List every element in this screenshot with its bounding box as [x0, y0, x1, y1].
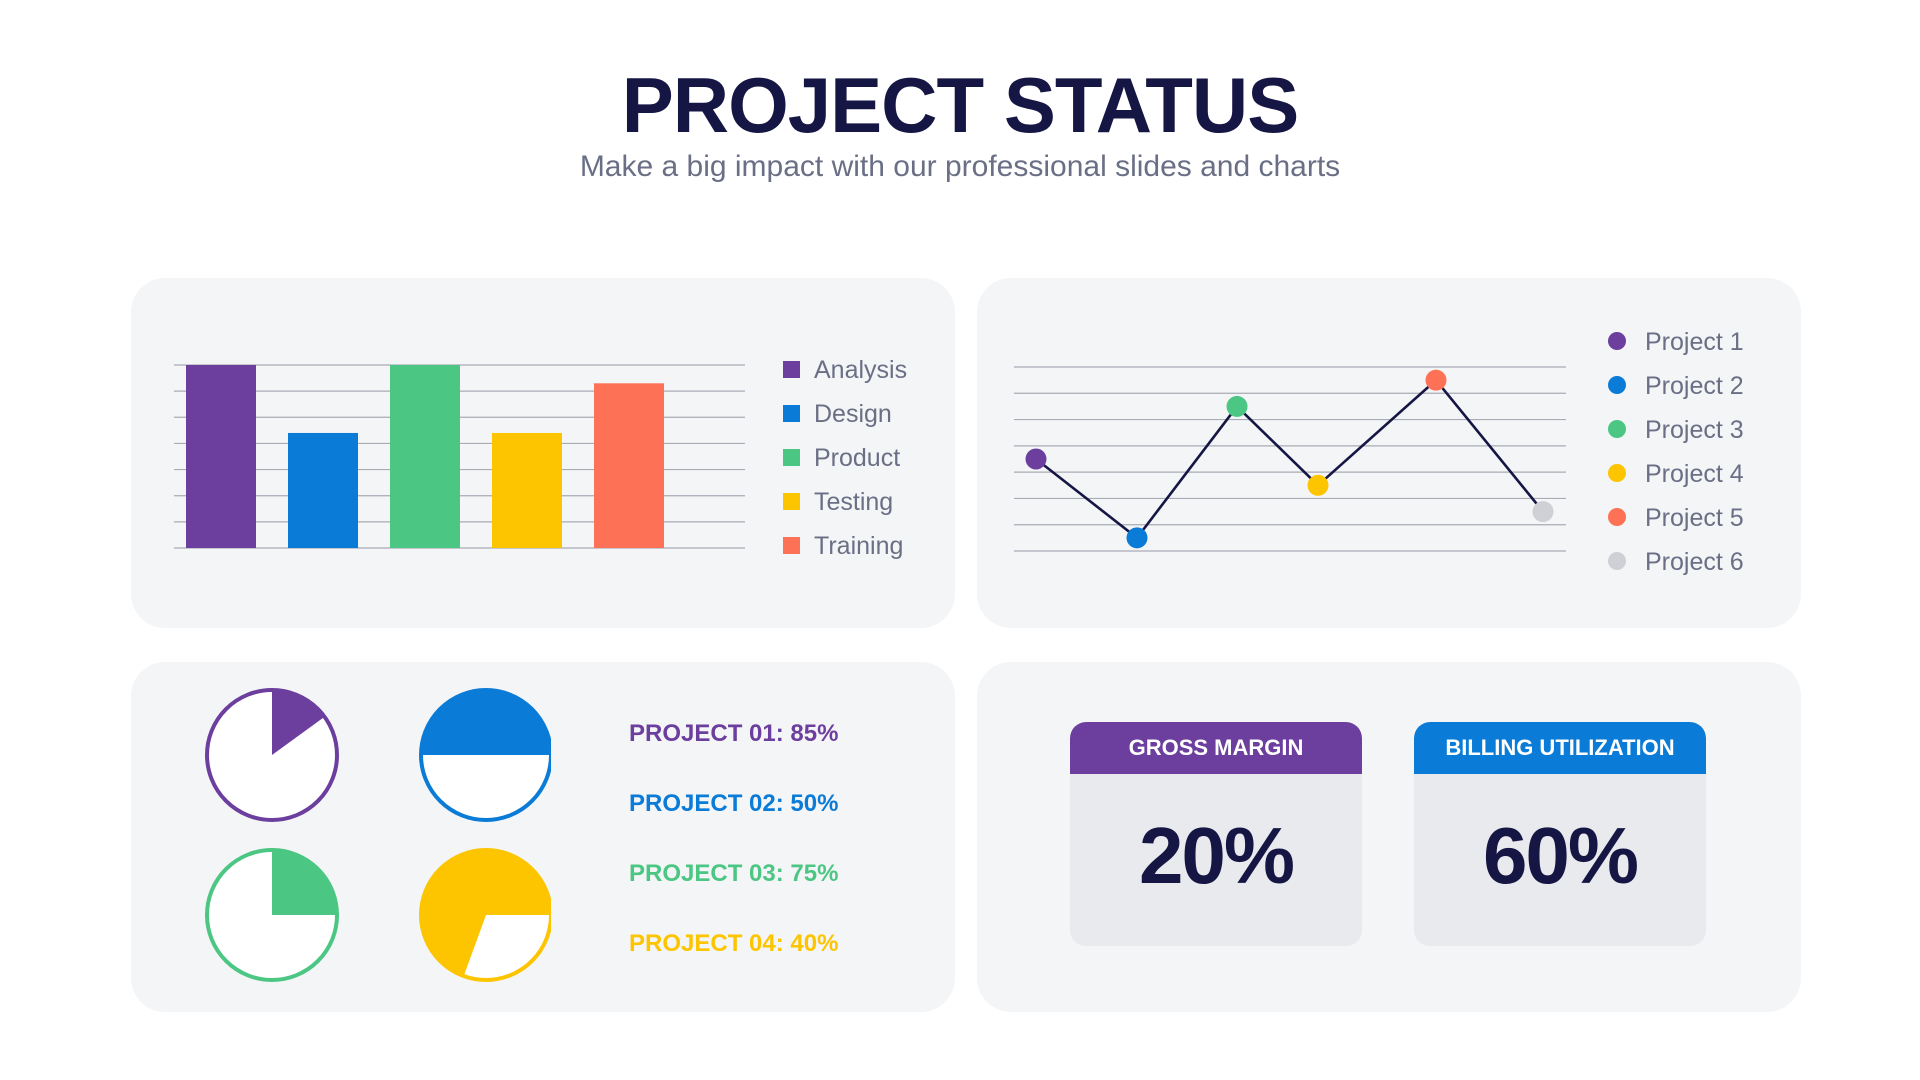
- point-project-3: [1226, 395, 1248, 417]
- point-project-6: [1532, 501, 1554, 523]
- legend-swatch-training: [783, 537, 800, 554]
- billing-utilization-value: 60%: [1482, 811, 1639, 900]
- legend-label-design: Design: [814, 400, 892, 428]
- legend-label-analysis: Analysis: [814, 356, 907, 384]
- legend-label-project-1: Project 1: [1645, 328, 1744, 356]
- line-chart: Project 1 Project 2 Project 3 Project 4 Proj…: [1014, 328, 1744, 576]
- legend-label-project-4: Project 4: [1645, 460, 1744, 488]
- legend-dot-project-5: [1608, 508, 1626, 526]
- pie-project-01-slice: [272, 690, 325, 755]
- legend-dot-project-4: [1608, 464, 1626, 482]
- bar-chart-panel: Analysis Design Product Testing Training: [131, 278, 955, 628]
- legend-label-product: Product: [814, 444, 900, 472]
- legend-swatch-design: [783, 405, 800, 422]
- legend-dot-project-3: [1608, 420, 1626, 438]
- legend-label-project-3: Project 3: [1645, 416, 1744, 444]
- legend-swatch-testing: [783, 493, 800, 510]
- legend-label-project-5: Project 5: [1645, 504, 1744, 532]
- bar-training: [594, 383, 664, 548]
- gross-margin-card: GROSS MARGIN 20%: [1070, 722, 1362, 946]
- legend-label-project-6: Project 6: [1645, 548, 1744, 576]
- bar-testing: [492, 432, 562, 548]
- legend-dot-project-2: [1608, 376, 1626, 394]
- kpi-panel: GROSS MARGIN 20% BILLING UTILIZATION 60%: [977, 662, 1801, 1012]
- billing-utilization-label: BILLING UTILIZATION: [1414, 722, 1706, 774]
- pie-label-project-03: PROJECT 03: 75%: [629, 860, 839, 887]
- billing-utilization-card: BILLING UTILIZATION 60%: [1414, 722, 1706, 946]
- pie-project-03-slice: [272, 850, 337, 915]
- page-title: PROJECT STATUS: [621, 61, 1300, 149]
- pie-label-project-04: PROJECT 04: 40%: [629, 930, 839, 957]
- legend-label-testing: Testing: [814, 488, 893, 516]
- pie-labels: PROJECT 01: 85% PROJECT 02: 50% PROJECT …: [629, 714, 838, 994]
- legend-dot-project-1: [1608, 332, 1626, 350]
- gross-margin-label: GROSS MARGIN: [1070, 722, 1362, 774]
- bar-chart: Analysis Design Product Testing Training: [174, 356, 907, 560]
- legend-swatch-product: [783, 449, 800, 466]
- progress-pies-panel: PROJECT 01: 85% PROJECT 02: 50% PROJECT …: [131, 662, 955, 1012]
- gross-margin-value: 20%: [1138, 811, 1295, 900]
- pie-project-02-slice: [421, 690, 551, 755]
- series-line: [1035, 378, 1545, 540]
- legend-label-project-2: Project 2: [1645, 372, 1744, 400]
- legend-dot-project-6: [1608, 552, 1626, 570]
- point-project-5: [1425, 369, 1447, 391]
- line-chart-panel: Project 1 Project 2 Project 3 Project 4 Proj…: [977, 278, 1801, 628]
- pie-charts: [205, 688, 553, 982]
- page-subtitle: Make a big impact with our professional …: [579, 150, 1341, 183]
- bar-analysis: [186, 365, 256, 548]
- legend-label-training: Training: [814, 532, 903, 560]
- bar-design: [288, 432, 358, 548]
- pie-label-project-02: PROJECT 02: 50%: [629, 790, 839, 817]
- legend-swatch-analysis: [783, 361, 800, 378]
- pie-label-project-01: PROJECT 01: 85%: [629, 720, 839, 747]
- bar-product: [390, 365, 460, 548]
- point-project-4: [1307, 474, 1329, 496]
- point-project-2: [1126, 527, 1148, 549]
- pie-project-04-slice: [420, 850, 551, 977]
- point-project-1: [1025, 448, 1047, 470]
